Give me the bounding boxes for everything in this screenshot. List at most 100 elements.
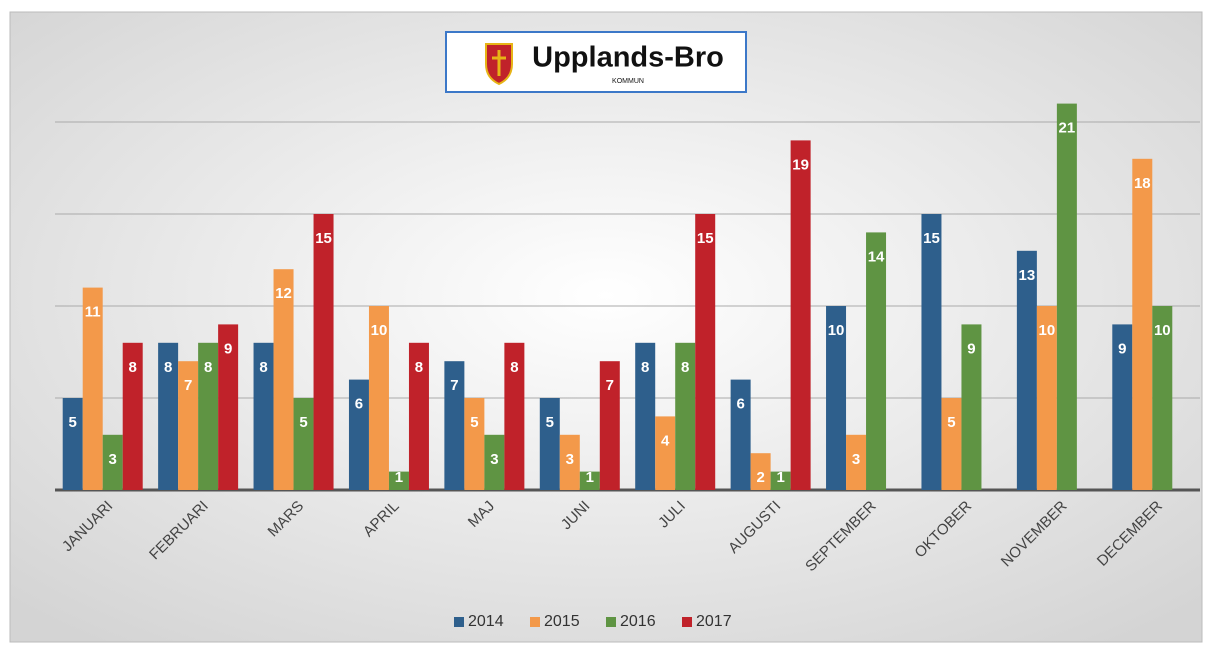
data-label: 3 <box>852 451 860 468</box>
legend-label: 2015 <box>544 613 580 630</box>
bar <box>866 232 887 490</box>
bar <box>826 306 847 490</box>
bar <box>293 398 314 490</box>
data-label: 4 <box>661 432 670 449</box>
data-label: 5 <box>546 414 554 431</box>
data-label: 15 <box>315 230 332 247</box>
data-label: 9 <box>967 340 975 357</box>
data-label: 9 <box>224 340 232 357</box>
logo: Upplands-Bro KOMMUN <box>445 31 747 93</box>
legend-swatch <box>606 617 616 627</box>
logo-title: Upplands-Bro <box>532 42 724 74</box>
logo-subtitle: KOMMUN <box>612 78 644 85</box>
data-label: 3 <box>566 451 574 468</box>
bar <box>158 342 179 490</box>
data-label: 14 <box>868 248 885 265</box>
data-label: 18 <box>1134 175 1151 192</box>
bar <box>655 416 676 490</box>
bar <box>218 324 239 490</box>
legend-swatch <box>682 617 692 627</box>
bar <box>635 342 656 490</box>
data-label: 11 <box>85 304 101 321</box>
bar <box>388 471 409 490</box>
bar <box>484 434 505 490</box>
legend-label: 2016 <box>620 613 656 630</box>
legend-swatch <box>530 617 540 627</box>
bar <box>253 342 274 490</box>
bar <box>770 471 791 490</box>
bar <box>695 214 716 490</box>
bar <box>730 379 751 490</box>
bar <box>408 342 429 490</box>
data-label: 1 <box>776 469 784 486</box>
data-label: 6 <box>736 396 744 413</box>
chart-area <box>9 11 1203 643</box>
bar <box>1132 158 1153 491</box>
data-label: 3 <box>109 451 117 468</box>
data-label: 7 <box>184 377 192 394</box>
data-label: 10 <box>1039 322 1056 339</box>
data-label: 10 <box>828 322 845 339</box>
bar <box>122 342 143 490</box>
bar <box>1152 306 1173 490</box>
bar <box>1056 103 1077 490</box>
data-label: 15 <box>923 230 940 247</box>
data-label: 8 <box>129 359 137 376</box>
bar <box>1112 324 1133 490</box>
data-label: 8 <box>204 359 212 376</box>
data-label: 15 <box>697 230 714 247</box>
bar <box>348 379 369 490</box>
legend-label: 2014 <box>468 613 504 630</box>
data-label: 21 <box>1059 120 1076 137</box>
data-label: 1 <box>395 469 403 486</box>
data-label: 8 <box>510 359 518 376</box>
data-label: 5 <box>947 414 955 431</box>
logo-cross <box>492 50 506 76</box>
data-label: 10 <box>1154 322 1171 339</box>
data-label: 19 <box>792 156 809 173</box>
data-label: 5 <box>470 414 478 431</box>
data-label: 8 <box>641 359 649 376</box>
data-label: 8 <box>259 359 267 376</box>
data-label: 7 <box>450 377 458 394</box>
data-label: 1 <box>586 469 594 486</box>
bar <box>464 398 485 490</box>
bar <box>599 361 620 490</box>
bar <box>539 398 560 490</box>
data-label: 8 <box>164 359 172 376</box>
data-label: 7 <box>606 377 614 394</box>
legend-label: 2017 <box>696 613 732 630</box>
legend-swatch <box>454 617 464 627</box>
bar <box>921 214 942 490</box>
bar <box>961 324 982 490</box>
bar <box>1036 306 1057 490</box>
data-label: 8 <box>681 359 689 376</box>
data-label: 3 <box>490 451 498 468</box>
bar <box>444 361 465 490</box>
data-label: 2 <box>756 469 764 486</box>
data-label: 12 <box>275 285 292 302</box>
bar <box>559 434 580 490</box>
bar <box>198 342 219 490</box>
bar <box>82 287 103 490</box>
data-label: 8 <box>415 359 423 376</box>
bar <box>178 361 199 490</box>
bar <box>846 434 867 490</box>
bar <box>790 140 811 490</box>
bar <box>675 342 696 490</box>
bar <box>504 342 525 490</box>
bar <box>273 269 294 490</box>
data-label: 5 <box>299 414 307 431</box>
data-label: 5 <box>69 414 77 431</box>
bar <box>941 398 962 490</box>
data-label: 10 <box>371 322 388 339</box>
bar <box>313 214 334 490</box>
data-label: 13 <box>1019 267 1036 284</box>
bar <box>750 453 771 490</box>
data-label: 6 <box>355 396 363 413</box>
bar <box>1016 250 1037 490</box>
bar <box>102 434 123 490</box>
data-label: 9 <box>1118 340 1126 357</box>
bar <box>368 306 389 490</box>
